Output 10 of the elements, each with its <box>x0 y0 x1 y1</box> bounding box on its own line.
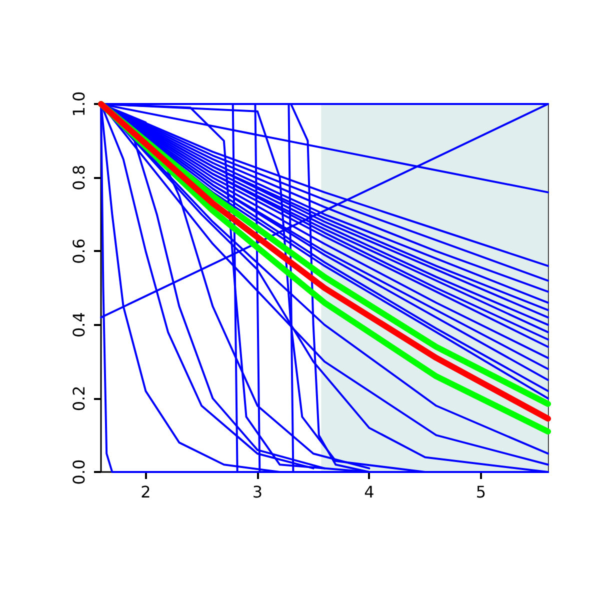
y-tick-label: 0.0 <box>70 459 88 485</box>
x-tick-label: 2 <box>140 482 151 502</box>
y-tick-label: 0.2 <box>70 386 88 412</box>
y-tick-label: 1.0 <box>70 91 88 117</box>
x-tick-label: 3 <box>252 482 263 502</box>
y-tick-label: 0.8 <box>70 164 88 190</box>
x-tick-label: 4 <box>364 482 374 502</box>
y-tick-label: 0.6 <box>70 238 88 264</box>
x-tick-label: 5 <box>476 482 486 502</box>
y-tick-label: 0.4 <box>70 312 88 338</box>
